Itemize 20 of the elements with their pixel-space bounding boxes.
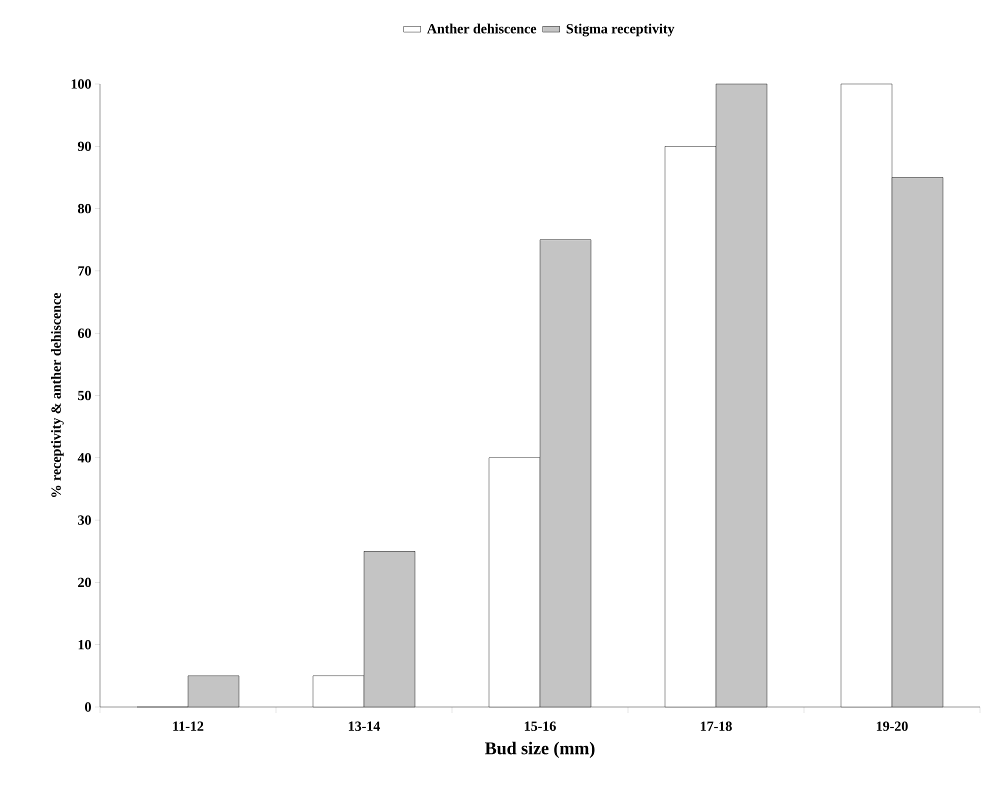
x-tick-label: 15-16 [524,722,556,731]
y-axis-title: % receptivity & anther dehiscence [51,292,64,497]
y-tick-label: 20 [78,578,91,588]
x-tick-label: 19-20 [876,722,908,731]
x-tick-label: 13-14 [348,722,380,731]
y-tick-label: 10 [78,640,91,650]
y-tick-label: 100 [72,79,91,89]
y-tick-label: 60 [78,328,91,338]
x-tick-label: 11-12 [173,722,204,731]
y-tick-label: 80 [78,204,91,214]
y-tick-label: 90 [78,142,91,152]
y-tick-label: 50 [78,390,91,400]
x-tick-label: 17-18 [700,722,732,731]
y-tick-label: 0 [85,702,91,712]
y-tick-label: 30 [78,515,91,525]
legend-label: Anther dehiscence [427,24,536,34]
y-tick-label: 40 [78,453,91,463]
x-axis-title: Bud size (mm) [485,742,594,758]
legend-label: Stigma receptivity [566,24,674,36]
y-tick-label: 70 [78,266,91,276]
